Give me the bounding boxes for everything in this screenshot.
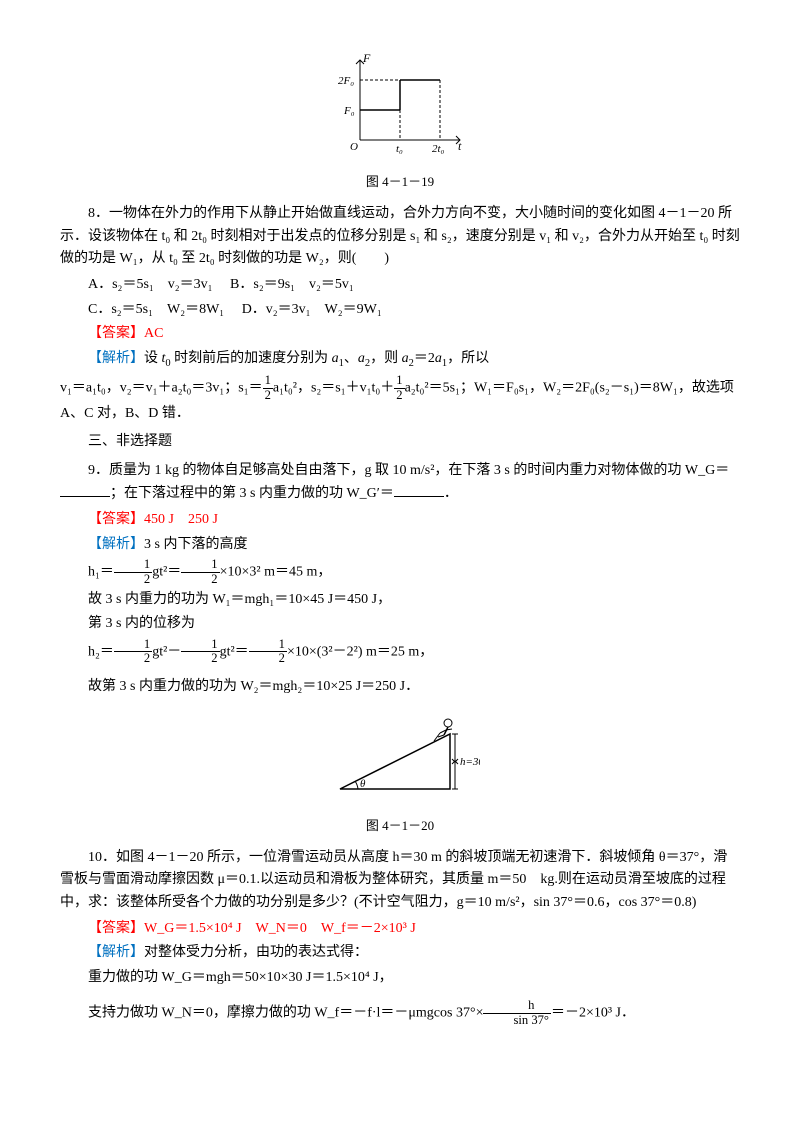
blank-2 [394, 482, 444, 497]
problem-9-h2-line: h₂＝12gt²－12gt²＝12×10×(3²－2²) m＝25 m， [60, 638, 740, 667]
analysis-label: 【解析】 [88, 351, 144, 366]
step-chart-svg: F t 2F₀ F₀ t₀ 2t₀ O [330, 50, 470, 160]
y-tick-2f0: 2F₀ [338, 75, 354, 87]
problem-8-analysis-2: v₁＝a₁t₀，v₂＝v₁＋a₂t₀＝3v₁；s₁＝12a₁t₀²，s₂＝s₁＋… [60, 374, 740, 425]
figure-1-caption: 图 4－1－19 [60, 172, 740, 193]
problem-9-h1-line: h₁＝12gt²＝12×10×3² m＝45 m， [60, 558, 740, 587]
figure-2-caption: 图 4－1－20 [60, 816, 740, 837]
p10-l3-pre: 支持力做功 W_N＝0，摩擦力做的功 W_f＝－f·l＝－μmgcos 37°× [88, 1006, 483, 1021]
problem-10-text: 10．如图 4－1－20 所示，一位滑雪运动员从高度 h＝30 m 的斜坡顶端无… [60, 847, 740, 914]
problem-9-line4: 第 3 s 内的位移为 [60, 613, 740, 635]
problem-8-answer: 【答案】AC [60, 323, 740, 345]
h2-pre: h₂＝ [88, 644, 114, 659]
section-3-title: 三、非选择题 [60, 431, 740, 453]
y-tick-f0: F₀ [343, 105, 355, 117]
frac-h-sin: hsin 37° [483, 999, 550, 1028]
h2-mid2: gt²＝ [220, 644, 249, 659]
frac-half-3: 12 [114, 558, 152, 587]
problem-8-text: 8．一物体在外力的作用下从静止开始做直线运动，合外力方向不变，大小随时间的变化如… [60, 203, 740, 270]
problem-8-options-cd: C．s₂＝5s₁ W₂＝8W₁ D．v₂＝3v₁ W₂＝9W₁ [60, 299, 740, 321]
axis-x-label: t [458, 139, 462, 153]
h1-mid: gt²＝ [152, 565, 181, 580]
p9-a1: 3 s 内下落的高度 [144, 537, 247, 552]
x-tick-2t0: 2t₀ [432, 143, 445, 155]
h2-mid1: gt²－ [152, 644, 181, 659]
axis-y-label: F [362, 51, 371, 65]
figure-1: F t 2F₀ F₀ t₀ 2t₀ O 图 4－1－19 [60, 50, 740, 193]
problem-10-answer: 【答案】W_G＝1.5×10⁴ J W_N＝0 W_f＝－2×10³ J [60, 918, 740, 940]
incline-svg: h=30 m θ [320, 709, 480, 804]
frac-half-1: 12 [263, 374, 273, 403]
frac-half-2: 12 [394, 374, 404, 403]
h1-post: ×10×3² m＝45 m， [220, 565, 332, 580]
problem-9-line6: 故第 3 s 内重力做的功为 W₂＝mgh₂＝10×25 J＝250 J． [60, 676, 740, 698]
analysis-text-1: 设 t0 时刻前后的加速度分别为 a1、a2，则 a2＝2a1，所以 [144, 351, 489, 366]
p9-t1: 9．质量为 1 kg 的物体自足够高处自由落下，g 取 10 m/s²，在下落 … [88, 463, 729, 478]
problem-9-answer: 【答案】450 J 250 J [60, 509, 740, 531]
problem-9-text: 9．质量为 1 kg 的物体自足够高处自由落下，g 取 10 m/s²，在下落 … [60, 460, 740, 506]
a2-pre: v₁＝a₁t₀，v₂＝v₁＋a₂t₀＝3v₁；s₁＝ [60, 381, 263, 396]
x-tick-t0: t₀ [396, 143, 403, 155]
opt-d: D．v₂＝3v₁ W₂＝9W₁ [242, 302, 382, 317]
problem-9-analysis-1: 【解析】3 s 内下落的高度 [60, 534, 740, 556]
p10-l3-post: ＝－2×10³ J． [551, 1006, 635, 1021]
problem-8-options-ab: A．s₂＝5s₁ v₂＝3v₁ B．s₂＝9s₁ v₂＝5v₁ [60, 274, 740, 296]
frac-half-5: 12 [114, 638, 152, 667]
h-label: h=30 m [460, 756, 480, 768]
problem-9-line3: 故 3 s 内重力的功为 W₁＝mgh₁＝10×45 J＝450 J， [60, 589, 740, 611]
problem-8-analysis-1: 【解析】设 t0 时刻前后的加速度分别为 a1、a2，则 a2＝2a1，所以 [60, 348, 740, 373]
p9-t3: ． [444, 486, 458, 501]
frac-half-7: 12 [249, 638, 287, 667]
figure-2: h=30 m θ 图 4－1－20 [60, 709, 740, 837]
origin-label: O [350, 141, 358, 153]
theta-label: θ [360, 778, 366, 790]
h2-post: ×10×(3²－2²) m＝25 m， [287, 644, 433, 659]
p10-a1: 对整体受力分析，由功的表达式得： [144, 945, 368, 960]
blank-1 [60, 482, 110, 497]
analysis-label-9: 【解析】 [88, 537, 144, 552]
p9-t2: ；在下落过程中的第 3 s 内重力做的功 W_G′＝ [110, 486, 394, 501]
opt-c: C．s₂＝5s₁ W₂＝8W₁ [88, 302, 224, 317]
problem-10-analysis-1: 【解析】对整体受力分析，由功的表达式得： [60, 942, 740, 964]
a2-mid1: a₁t₀²，s₂＝s₁＋v₁t₀＋ [273, 381, 394, 396]
problem-10-line2: 重力做的功 W_G＝mgh＝50×10×30 J＝1.5×10⁴ J， [60, 967, 740, 989]
frac-half-4: 12 [181, 558, 219, 587]
frac-half-6: 12 [181, 638, 219, 667]
opt-a: A．s₂＝5s₁ v₂＝3v₁ [88, 277, 213, 292]
opt-b: B．s₂＝9s₁ v₂＝5v₁ [230, 277, 354, 292]
analysis-label-10: 【解析】 [88, 945, 144, 960]
problem-10-line3: 支持力做功 W_N＝0，摩擦力做的功 W_f＝－f·l＝－μmgcos 37°×… [60, 999, 740, 1028]
h1-pre: h₁＝ [88, 565, 114, 580]
